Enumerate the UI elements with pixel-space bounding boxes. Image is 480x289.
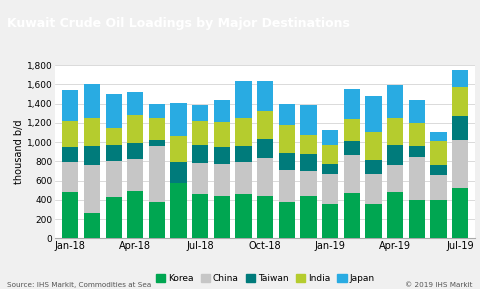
Bar bbox=[106, 161, 122, 197]
Bar bbox=[408, 146, 425, 157]
Bar bbox=[408, 157, 425, 200]
Bar bbox=[300, 171, 317, 196]
Bar bbox=[170, 103, 187, 136]
Bar bbox=[344, 155, 360, 193]
Bar bbox=[430, 200, 446, 238]
Bar bbox=[214, 100, 230, 122]
Bar bbox=[192, 144, 208, 163]
Bar bbox=[84, 84, 100, 118]
Bar bbox=[149, 103, 165, 118]
Bar bbox=[279, 125, 295, 153]
Bar bbox=[452, 70, 468, 87]
Bar bbox=[127, 191, 144, 238]
Bar bbox=[365, 160, 382, 174]
Bar bbox=[84, 213, 100, 238]
Bar bbox=[322, 129, 338, 145]
Bar bbox=[235, 162, 252, 194]
Bar bbox=[84, 118, 100, 146]
Bar bbox=[452, 116, 468, 140]
Bar bbox=[62, 121, 78, 147]
Text: Source: IHS Markit, Commodities at Sea: Source: IHS Markit, Commodities at Sea bbox=[7, 281, 152, 288]
Bar bbox=[127, 160, 144, 191]
Bar bbox=[170, 136, 187, 162]
Bar bbox=[300, 105, 317, 135]
Bar bbox=[365, 132, 382, 160]
Bar bbox=[279, 153, 295, 170]
Bar bbox=[235, 146, 252, 162]
Bar bbox=[62, 162, 78, 192]
Bar bbox=[127, 115, 144, 142]
Bar bbox=[365, 96, 382, 132]
Bar bbox=[430, 165, 446, 175]
Bar bbox=[62, 192, 78, 238]
Legend: Korea, China, Taiwan, India, Japan: Korea, China, Taiwan, India, Japan bbox=[156, 274, 375, 283]
Bar bbox=[106, 128, 122, 145]
Bar bbox=[387, 85, 403, 118]
Bar bbox=[387, 118, 403, 145]
Bar bbox=[62, 90, 78, 121]
Bar bbox=[192, 121, 208, 144]
Bar bbox=[279, 202, 295, 238]
Bar bbox=[365, 204, 382, 238]
Bar bbox=[365, 174, 382, 204]
Bar bbox=[408, 100, 425, 123]
Bar bbox=[127, 142, 144, 160]
Bar bbox=[430, 175, 446, 200]
Bar bbox=[84, 165, 100, 213]
Bar bbox=[214, 122, 230, 147]
Bar bbox=[192, 105, 208, 121]
Bar bbox=[192, 163, 208, 194]
Bar bbox=[235, 81, 252, 118]
Bar bbox=[149, 147, 165, 202]
Bar bbox=[452, 188, 468, 238]
Bar bbox=[257, 196, 273, 238]
Bar bbox=[452, 87, 468, 116]
Bar bbox=[387, 165, 403, 192]
Bar bbox=[257, 111, 273, 139]
Bar bbox=[62, 147, 78, 162]
Bar bbox=[387, 192, 403, 238]
Bar bbox=[149, 140, 165, 147]
Bar bbox=[84, 146, 100, 165]
Bar bbox=[430, 132, 446, 141]
Bar bbox=[430, 141, 446, 165]
Bar bbox=[322, 174, 338, 204]
Bar bbox=[235, 118, 252, 146]
Bar bbox=[452, 140, 468, 188]
Bar bbox=[300, 154, 317, 171]
Bar bbox=[322, 204, 338, 238]
Bar bbox=[344, 89, 360, 119]
Bar bbox=[344, 141, 360, 155]
Bar bbox=[322, 164, 338, 174]
Bar bbox=[192, 194, 208, 238]
Bar bbox=[214, 147, 230, 164]
Bar bbox=[149, 118, 165, 140]
Y-axis label: thousand b/d: thousand b/d bbox=[14, 119, 24, 184]
Bar bbox=[235, 194, 252, 238]
Bar bbox=[214, 164, 230, 196]
Bar bbox=[300, 135, 317, 154]
Text: Kuwait Crude Oil Loadings by Major Destinations: Kuwait Crude Oil Loadings by Major Desti… bbox=[7, 17, 350, 30]
Bar bbox=[322, 145, 338, 164]
Bar bbox=[408, 200, 425, 238]
Bar bbox=[214, 196, 230, 238]
Bar bbox=[387, 145, 403, 165]
Bar bbox=[127, 92, 144, 115]
Bar bbox=[170, 183, 187, 238]
Bar bbox=[408, 123, 425, 146]
Bar bbox=[344, 193, 360, 238]
Bar bbox=[344, 119, 360, 141]
Bar bbox=[279, 104, 295, 125]
Bar bbox=[279, 170, 295, 202]
Bar bbox=[170, 162, 187, 183]
Bar bbox=[106, 145, 122, 161]
Bar bbox=[106, 94, 122, 128]
Bar bbox=[257, 139, 273, 158]
Bar bbox=[257, 158, 273, 196]
Bar bbox=[106, 197, 122, 238]
Bar bbox=[149, 202, 165, 238]
Bar bbox=[257, 81, 273, 111]
Text: © 2019 IHS Markit: © 2019 IHS Markit bbox=[405, 281, 473, 288]
Bar bbox=[300, 196, 317, 238]
